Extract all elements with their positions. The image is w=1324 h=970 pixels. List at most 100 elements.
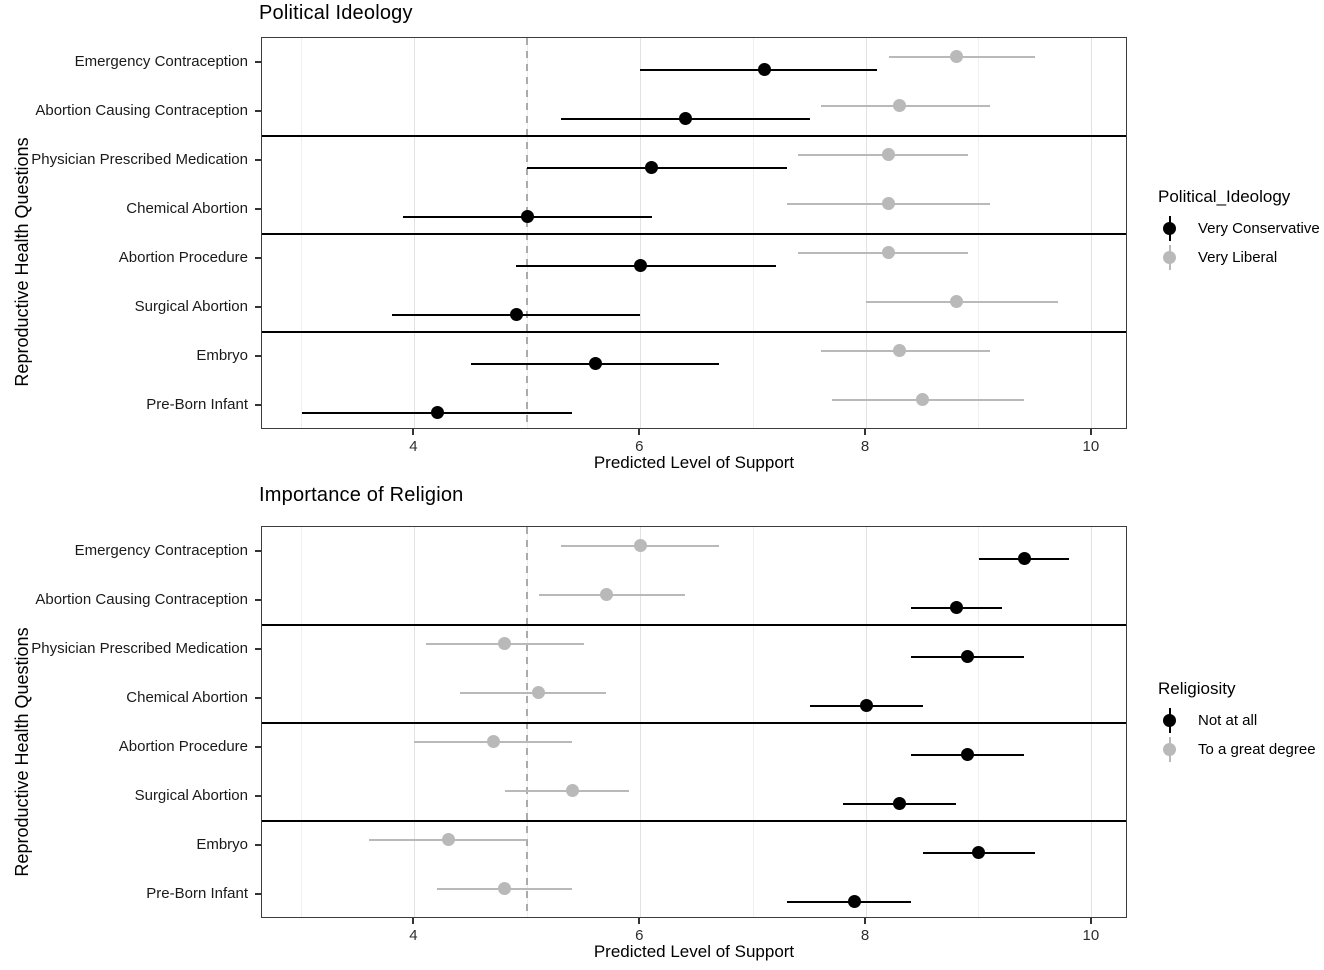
legend-item: Very Conservative xyxy=(1158,214,1324,243)
y-tick-mark xyxy=(255,207,261,210)
chart-title: Importance of Religion xyxy=(259,484,464,506)
glyph-line xyxy=(1169,737,1171,762)
y-tick-mark xyxy=(255,403,261,406)
ci-line xyxy=(843,802,957,805)
point-estimate-dot xyxy=(532,686,546,699)
y-tick-mark xyxy=(255,647,261,650)
x-gridline xyxy=(1091,38,1093,428)
point-estimate-dot xyxy=(520,210,534,223)
category-label: Embryo xyxy=(196,346,248,364)
point-estimate-dot xyxy=(916,393,929,406)
x-gridline xyxy=(752,38,754,428)
x-gridline xyxy=(413,38,415,428)
point-estimate-dot xyxy=(859,699,873,712)
x-tick-mark xyxy=(638,918,641,924)
ci-line xyxy=(911,655,1025,658)
category-label: Abortion Causing Contraception xyxy=(35,590,248,608)
plot-panel xyxy=(261,526,1127,918)
point-estimate-dot xyxy=(509,308,523,321)
point-estimate-dot xyxy=(588,357,602,370)
ci-line xyxy=(866,300,1058,303)
x-tick-label: 6 xyxy=(635,438,644,455)
y-tick-mark xyxy=(255,60,261,63)
ci-line xyxy=(527,166,787,169)
point-estimate-dot xyxy=(633,259,647,272)
y-tick-mark xyxy=(255,256,261,259)
glyph-dot xyxy=(1163,251,1176,264)
point-estimate-dot xyxy=(961,650,975,663)
y-axis-title: Reproductive Health Questions xyxy=(12,627,32,877)
point-estimate-dot xyxy=(645,161,659,174)
ci-line xyxy=(640,68,878,71)
x-axis-title: Predicted Level of Support xyxy=(593,453,795,472)
ci-line xyxy=(516,264,776,267)
category-label: Abortion Procedure xyxy=(118,737,248,755)
point-estimate-dot xyxy=(882,197,896,210)
y-tick-mark xyxy=(255,109,261,112)
point-estimate-dot xyxy=(972,846,986,859)
x-tick-label: 4 xyxy=(409,927,418,944)
facet-separator-line xyxy=(262,233,1126,235)
category-label: Emergency Contraception xyxy=(74,541,248,559)
facet-separator-line xyxy=(262,722,1126,724)
ci-line xyxy=(538,593,686,596)
x-tick-mark xyxy=(864,918,867,924)
x-gridline xyxy=(978,527,980,917)
category-label: Pre-Born Infant xyxy=(146,884,248,902)
x-gridline xyxy=(301,527,303,917)
x-axis-title: Predicted Level of Support xyxy=(593,942,795,961)
ci-line xyxy=(832,398,1025,401)
reference-line xyxy=(526,38,529,428)
ci-line xyxy=(470,362,720,365)
legend-item: Very Liberal xyxy=(1158,243,1324,272)
ci-line xyxy=(561,544,720,547)
ci-line xyxy=(459,691,607,694)
category-label: Abortion Causing Contraception xyxy=(35,101,248,119)
legend-item: Not at all xyxy=(1158,706,1324,735)
category-label: Surgical Abortion xyxy=(134,786,248,804)
x-gridline xyxy=(301,38,303,428)
y-tick-mark xyxy=(255,892,261,895)
x-tick-label: 6 xyxy=(635,927,644,944)
category-label: Physician Prescribed Medication xyxy=(31,639,248,657)
x-gridline xyxy=(526,527,528,917)
glyph-line xyxy=(1169,708,1171,733)
ci-line xyxy=(798,153,968,156)
pointrange-glyph-icon xyxy=(1163,736,1177,763)
ci-line xyxy=(787,900,912,903)
y-axis-title: Reproductive Health Questions xyxy=(12,137,32,387)
y-tick-mark xyxy=(255,598,261,601)
x-tick-mark xyxy=(412,918,415,924)
legend-item-label: Very Conservative xyxy=(1198,220,1320,237)
ci-line xyxy=(820,349,991,352)
x-gridline xyxy=(1091,527,1093,917)
point-estimate-dot xyxy=(893,99,907,112)
ci-line xyxy=(403,215,652,218)
facet-separator-line xyxy=(262,331,1126,333)
facet-separator-line xyxy=(262,820,1126,822)
point-estimate-dot xyxy=(678,112,692,125)
category-label: Abortion Procedure xyxy=(118,248,248,266)
point-estimate-dot xyxy=(882,246,896,259)
legend-item: To a great degree xyxy=(1158,735,1324,764)
x-gridline xyxy=(526,38,528,428)
point-estimate-dot xyxy=(949,295,963,308)
ci-line xyxy=(922,851,1036,854)
ci-line xyxy=(978,557,1070,560)
point-estimate-dot xyxy=(633,539,647,552)
ci-line xyxy=(425,642,584,645)
point-estimate-dot xyxy=(893,344,907,357)
legend: Political_Ideology Very Conservative Very… xyxy=(1158,187,1324,272)
legend-items: Very Conservative Very Liberal xyxy=(1158,214,1324,272)
ci-line xyxy=(561,117,810,120)
point-estimate-dot xyxy=(498,882,512,895)
y-tick-mark xyxy=(255,696,261,699)
category-label: Surgical Abortion xyxy=(134,297,248,315)
x-gridline xyxy=(978,38,980,428)
point-estimate-dot xyxy=(961,748,975,761)
glyph-dot xyxy=(1163,222,1176,235)
ci-line xyxy=(798,251,968,254)
ci-line xyxy=(820,104,991,107)
